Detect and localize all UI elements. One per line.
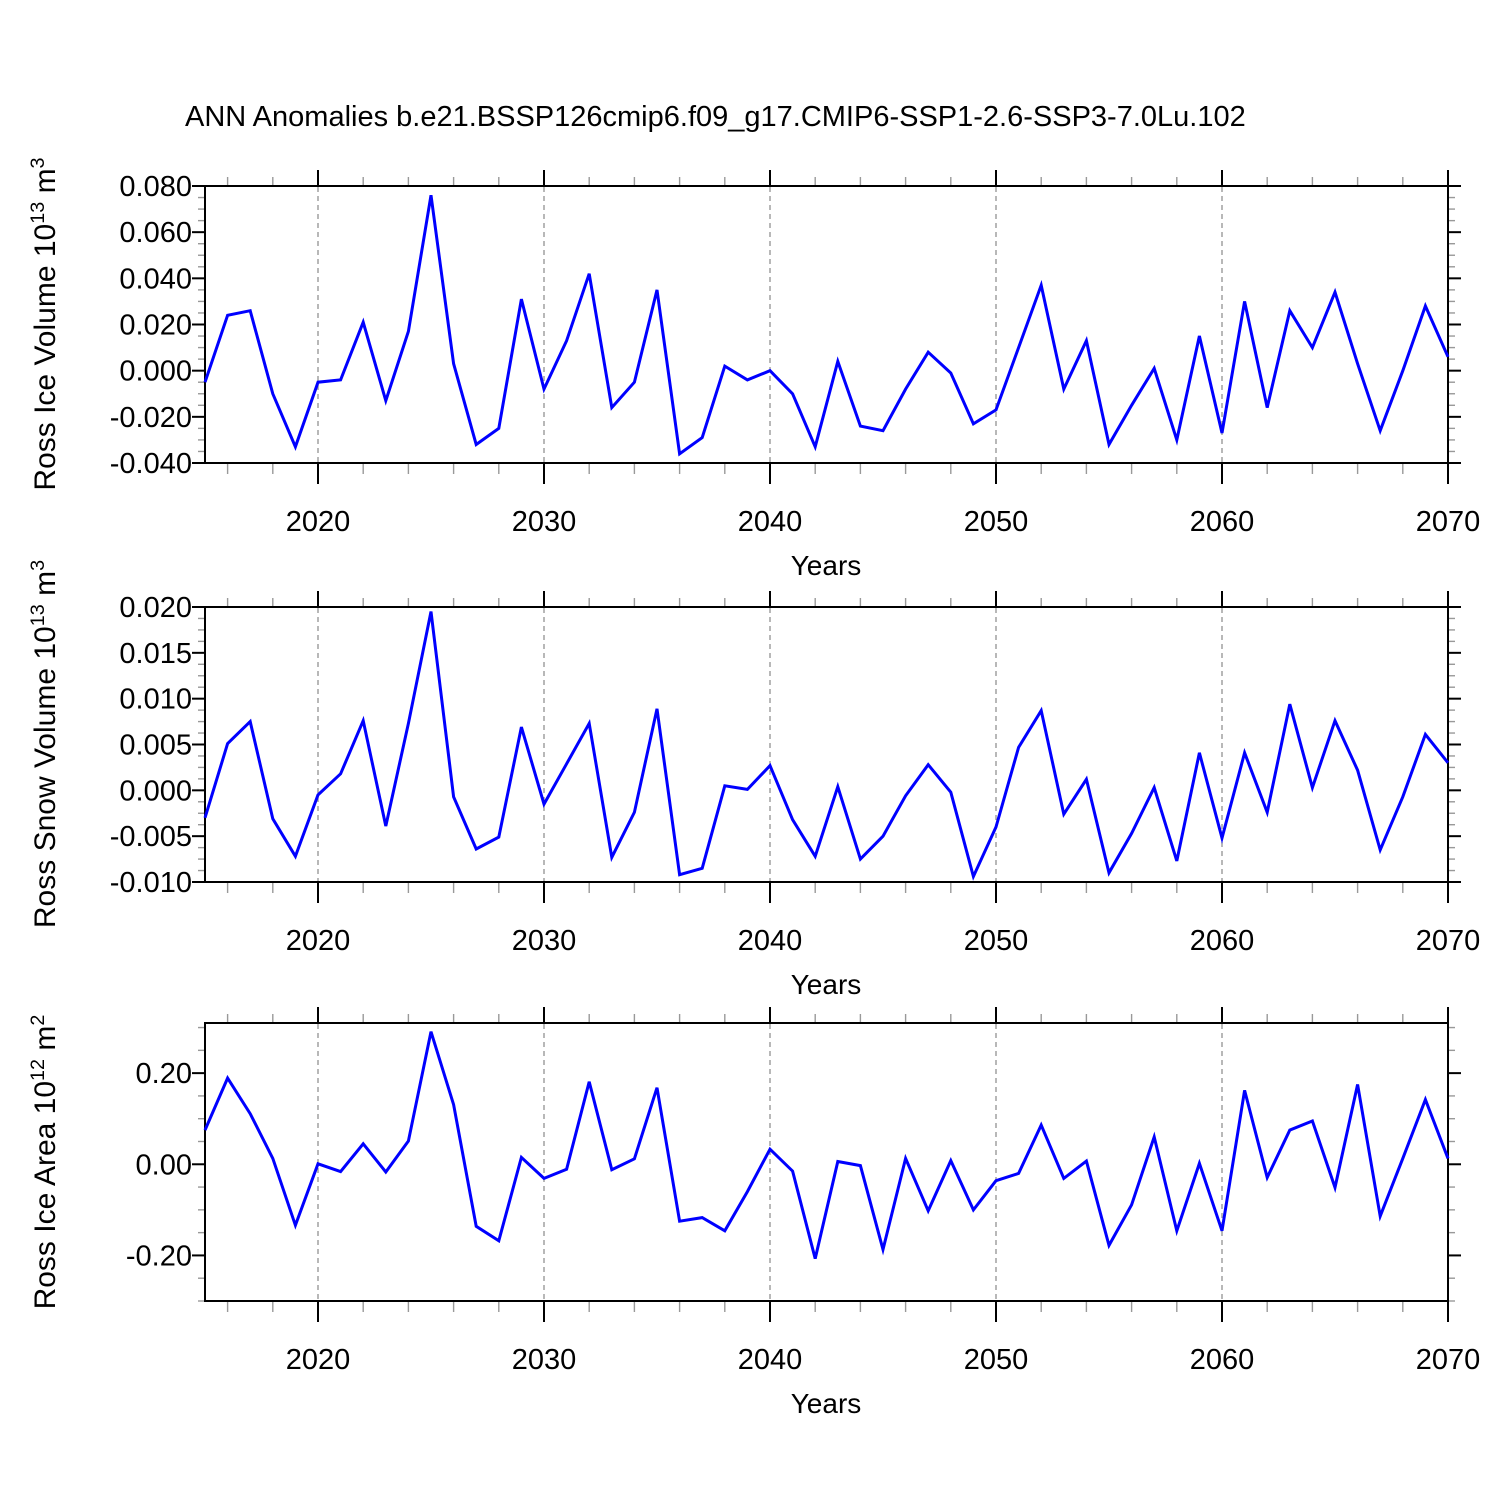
x-tick-label: 2070 [1416,1344,1481,1376]
x-tick-label: 2020 [286,925,351,957]
y-tick-label: 0.000 [119,775,192,807]
plot-box [204,185,1449,464]
y-axis-title-unit-exponent: 2 [27,1014,49,1026]
panel-2-chart: 0.020 0.015 0.010 0.005 0.000 -0.005 -0.010 202… [110,591,1480,957]
y-tick-label: 0.080 [119,171,192,203]
x-tick-label: 2070 [1416,506,1481,538]
x-tick-label: 2060 [1190,506,1255,538]
y-tick-label: 0.005 [119,730,192,762]
y-tick-label: -0.010 [110,867,192,899]
figure-title: ANN Anomalies b.e21.BSSP126cmip6.f09_g17… [185,101,1246,133]
x-axis-title-panel-1: Years [790,550,862,581]
data-line-2 [203,611,1450,881]
x-tick-label: 2040 [738,506,803,538]
plot-box [204,1022,1449,1302]
x-tick-label: 2050 [964,1344,1029,1376]
data-line-3 [203,1031,1450,1259]
x-tick-label: 2060 [1190,1344,1255,1376]
x-tick-label: 2030 [512,506,577,538]
y-tick-label: 0.015 [119,638,192,670]
data-line-1 [203,194,1450,457]
y-axis-title-unit: m [29,570,62,605]
y-axis-title-exponent: 13 [27,604,49,627]
y-tick-label: 0.020 [119,310,192,342]
y-tick-label: 0.060 [119,217,192,249]
y-tick-label: 0.20 [136,1058,192,1090]
x-axis-title-panel-3: Years [790,1388,862,1419]
y-tick-label: -0.005 [110,821,192,853]
y-tick-label: -0.20 [126,1240,192,1272]
y-tick-label: -0.020 [110,402,192,434]
y-axis-title-exponent: 13 [27,201,49,224]
x-axis-title-panel-2: Years [790,969,862,1000]
y-tick-label: 0.00 [136,1149,192,1181]
panel-1-chart: 0.080 0.060 0.040 0.020 0.000 -0.020 -0.040 202… [110,170,1480,538]
x-tick-label: 2040 [738,1344,803,1376]
x-tick-label: 2030 [512,1344,577,1376]
y-axis-title-exponent: 12 [27,1058,49,1081]
x-tick-label: 2020 [286,506,351,538]
plot-box [204,606,1449,883]
panel-3-chart: 0.20 0.00 -0.20 2020 2030 2040 2050 2060 2070 [126,1007,1480,1376]
y-tick-label: 0.040 [119,263,192,295]
y-tick-label: 0.020 [119,592,192,624]
y-axis-title-unit: m [29,1025,62,1059]
x-tick-label: 2050 [964,925,1029,957]
y-tick-label: 0.000 [119,356,192,388]
x-tick-label: 2040 [738,925,803,957]
y-tick-label: -0.040 [110,448,192,480]
x-tick-label: 2060 [1190,925,1255,957]
y-axis-title-text: Ross Ice Volume 10 [29,223,62,491]
y-axis-title-ice-area: Ross Ice Area 1012 m2 [15,912,62,1412]
y-axis-title-text: Ross Ice Area 10 [29,1080,62,1310]
y-axis-title-unit-exponent: 3 [27,157,49,169]
y-axis-title-text: Ross Snow Volume 10 [29,626,62,929]
x-tick-label: 2030 [512,925,577,957]
y-tick-label: 0.010 [119,684,192,716]
x-tick-label: 2020 [286,1344,351,1376]
x-tick-label: 2050 [964,506,1029,538]
y-axis-title-unit-exponent: 3 [27,559,49,571]
x-tick-label: 2070 [1416,925,1481,957]
y-axis-title-unit: m [29,168,62,202]
